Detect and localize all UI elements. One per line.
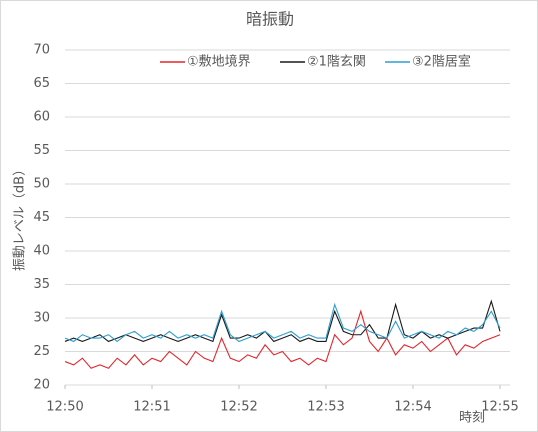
series-line [64, 299, 501, 343]
y-axis-label: 振動レベル（dB） [13, 163, 28, 271]
x-tick-label: 12:55 [481, 400, 518, 415]
y-tick-label: 60 [33, 110, 50, 125]
x-tick-label: 12:53 [307, 400, 344, 415]
chart-title: 暗振動 [246, 10, 294, 29]
legend-label: ③2階居室 [412, 54, 471, 70]
y-tick-label: 25 [33, 344, 50, 359]
y-tick-label: 50 [33, 177, 50, 192]
legend-label: ①敷地境界 [187, 55, 251, 70]
x-tick-label: 12:50 [46, 400, 83, 415]
y-tick-label: 40 [33, 244, 50, 259]
series-line [64, 302, 501, 343]
y-tick-label: 55 [33, 143, 50, 158]
legend-label: ②1階玄関 [307, 55, 366, 70]
y-tick-label: 20 [33, 378, 50, 393]
y-tick-label: 65 [33, 76, 50, 91]
y-tick-label: 30 [33, 311, 50, 326]
x-axis-label: 時刻 [459, 411, 485, 426]
y-tick-label: 35 [33, 277, 50, 292]
x-tick-label: 12:52 [220, 400, 257, 415]
x-tick-label: 12:51 [133, 400, 170, 415]
series-line [64, 309, 501, 369]
y-tick-label: 70 [33, 43, 50, 58]
y-tick-label: 45 [33, 210, 50, 225]
x-tick-label: 12:54 [394, 400, 431, 415]
